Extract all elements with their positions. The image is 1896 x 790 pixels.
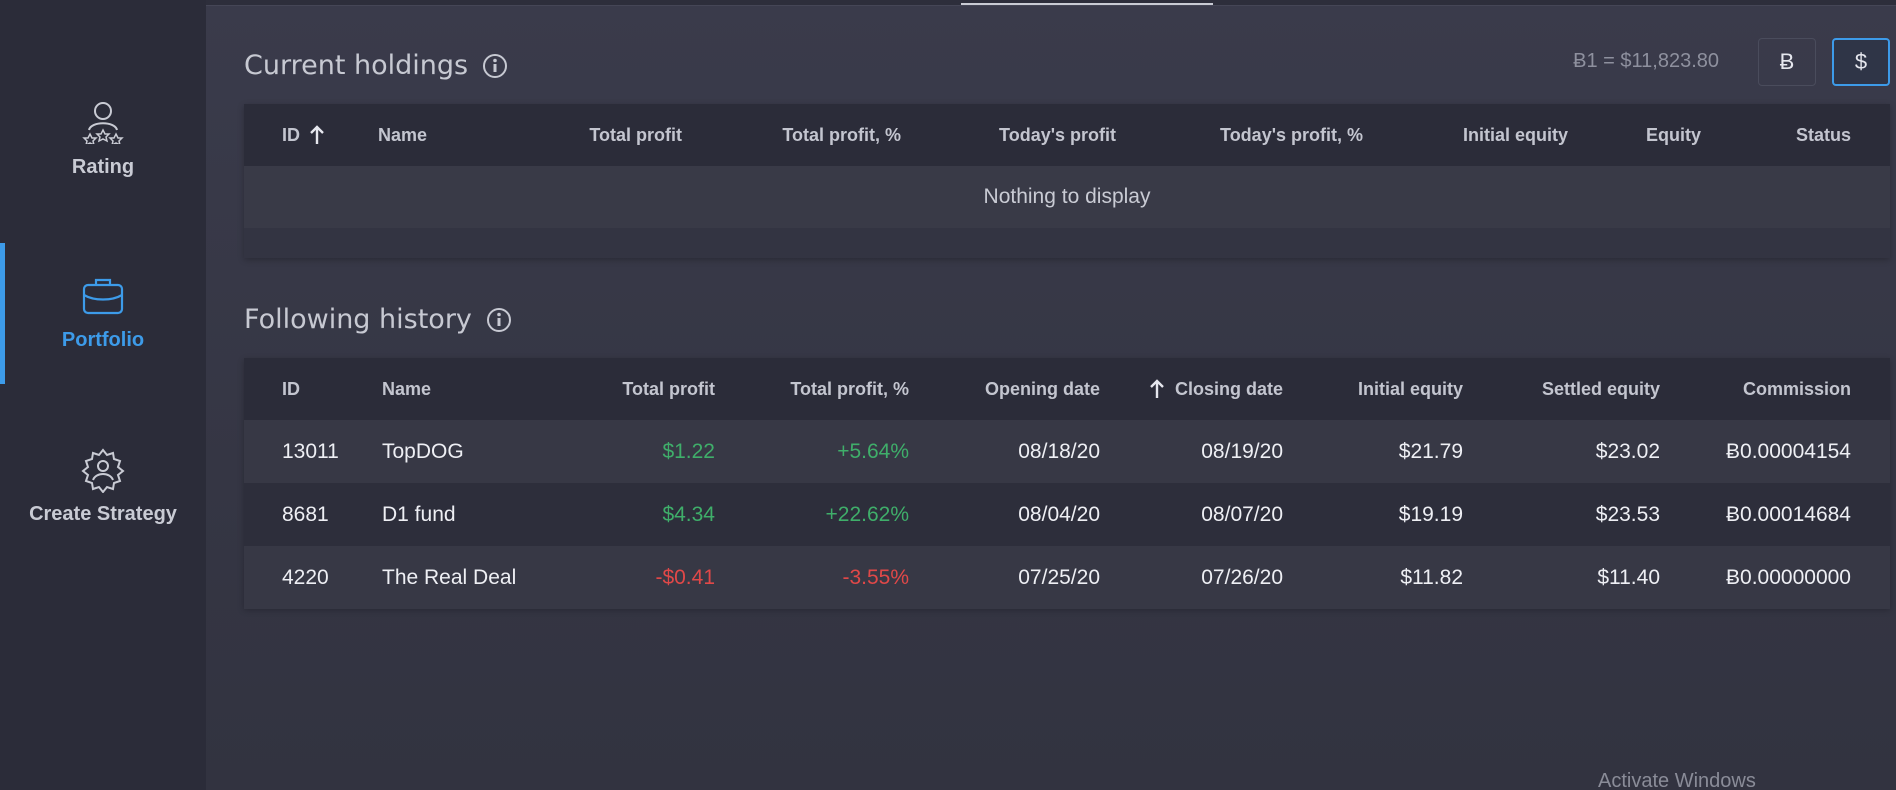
table-cell: +5.64%: [837, 439, 909, 463]
column-header[interactable]: Total profit, %: [782, 124, 901, 145]
nav-label: Create Strategy: [29, 503, 177, 525]
header-row: ID Name Total profit Total profit, % Opening…: [244, 358, 1890, 420]
sidebar: Rating Portfolio Create Strategy: [0, 0, 206, 790]
table-cell: 4220: [282, 565, 329, 589]
column-header[interactable]: Initial equity: [1462, 124, 1568, 145]
table-cell: 08/07/20: [1201, 502, 1283, 526]
table-cell: Ƀ0.00000000: [1726, 565, 1851, 589]
table-cell: 07/25/20: [1018, 565, 1100, 589]
column-header[interactable]: Total profit: [589, 124, 682, 145]
column-header[interactable]: Name: [378, 124, 428, 145]
column-header[interactable]: Settled equity: [1541, 378, 1660, 399]
table-cell: 08/04/20: [1018, 502, 1100, 526]
section-title: Current holdings: [244, 50, 508, 81]
header-row: ID Name Total profit Total profit, % Today's…: [244, 104, 1890, 166]
title-text: Current holdings: [244, 50, 469, 81]
table-cell: -$0.41: [655, 565, 715, 589]
table-row[interactable]: 8681 D1 fund $4.34 +22.62% 08/04/20 08/07/20 $…: [244, 483, 1890, 546]
table-cell: $1.22: [662, 439, 715, 463]
strategy-icon: [81, 448, 125, 493]
table-cell: D1 fund: [382, 502, 456, 526]
sort-arrow-icon: [1150, 379, 1164, 398]
info-icon[interactable]: [486, 307, 512, 333]
table-row[interactable]: 4220 The Real Deal -$0.41 -3.55% 07/25/20 07/…: [244, 546, 1890, 609]
table-cell: 07/26/20: [1201, 565, 1283, 589]
exchange-rate: Ƀ1 = $11,823.80: [1573, 50, 1719, 72]
table-cell: 08/19/20: [1201, 439, 1283, 463]
active-indicator: [0, 243, 5, 384]
nav-label: Portfolio: [61, 329, 145, 351]
column-header[interactable]: Commission: [1742, 378, 1851, 399]
column-header[interactable]: Total profit, %: [790, 378, 909, 399]
table-cell: Ƀ0.00004154: [1726, 439, 1851, 463]
nav-portfolio[interactable]: Portfolio: [0, 276, 206, 376]
table-cell: $21.79: [1398, 439, 1463, 463]
column-header[interactable]: ID: [282, 124, 300, 145]
column-header[interactable]: Closing date: [1174, 378, 1283, 399]
title-text: Following history: [244, 304, 472, 335]
column-header[interactable]: Total profit: [622, 378, 715, 399]
column-header[interactable]: Today's profit: [999, 124, 1116, 145]
table-cell: $23.53: [1595, 502, 1660, 526]
sort-arrow: [553, 124, 569, 146]
btc-button[interactable]: Ƀ: [1758, 38, 1816, 86]
table-cell: The Real Deal: [382, 565, 517, 589]
table-cell: Ƀ0.00014684: [1726, 502, 1851, 526]
empty-message: Nothing to display: [983, 185, 1151, 208]
table-cell: 08/18/20: [1018, 439, 1100, 463]
sort-arrow-icon: [310, 125, 324, 144]
column-header[interactable]: Name: [382, 378, 432, 399]
empty-row: Nothing to display: [244, 166, 1890, 228]
nav-rating[interactable]: Rating: [0, 100, 206, 200]
nav-create-strategy[interactable]: Create Strategy: [0, 447, 206, 547]
usd-button[interactable]: $: [1832, 38, 1890, 86]
column-header[interactable]: Initial equity: [1357, 378, 1463, 399]
active-tab-indicator: [961, 3, 1213, 5]
info-icon[interactable]: [482, 53, 508, 79]
table-cell: -3.55%: [842, 565, 909, 589]
table-cell: TopDOG: [382, 439, 464, 463]
column-header[interactable]: Today's profit, %: [1220, 124, 1363, 145]
column-header[interactable]: Opening date: [984, 378, 1100, 399]
column-header[interactable]: ID: [282, 378, 300, 399]
table-row[interactable]: 13011 TopDOG $1.22 +5.64% 08/18/20 08/19/20 $2…: [244, 420, 1890, 483]
rating-icon: [82, 102, 124, 144]
column-header[interactable]: Status: [1795, 124, 1851, 145]
table-cell: $23.02: [1595, 439, 1660, 463]
portfolio-icon: [82, 278, 124, 315]
nav-label: Rating: [71, 156, 135, 178]
table-cell: $11.82: [1400, 565, 1463, 589]
holdings-table: ID Name Total profit Total profit, % Today's…: [244, 104, 1890, 258]
table-cell: $19.19: [1398, 502, 1463, 526]
table-cell: $11.40: [1597, 565, 1660, 589]
history-table: ID Name Total profit Total profit, % Opening…: [244, 358, 1890, 609]
table-cell: +22.62%: [825, 502, 910, 526]
section-title: Following history: [244, 304, 512, 335]
table-cell: 13011: [282, 439, 339, 463]
column-header[interactable]: Equity: [1645, 124, 1701, 145]
table-cell: 8681: [282, 502, 329, 526]
os-watermark: Activate Windows: [1598, 770, 1756, 790]
table-cell: $4.34: [662, 502, 715, 526]
